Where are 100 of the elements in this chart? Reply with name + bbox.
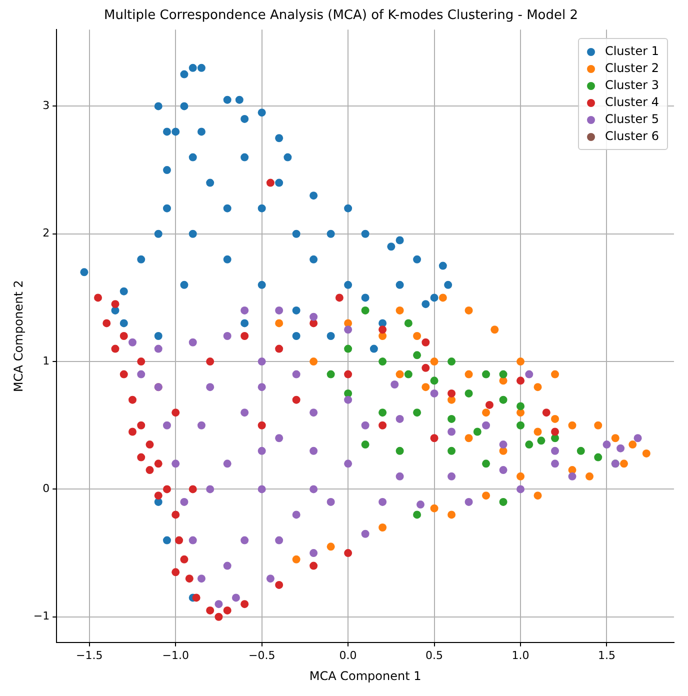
point [485,400,494,409]
point [154,492,162,500]
point [642,449,650,458]
point [413,510,422,519]
point [464,306,473,314]
point [396,306,404,314]
point [188,230,197,238]
point [464,434,473,442]
x-tick-label: 1.0 [512,648,530,662]
point [137,421,146,430]
point [516,376,525,385]
point [344,549,352,558]
point [172,568,180,576]
point [258,108,266,117]
point [310,562,318,570]
point [370,344,378,353]
point [448,389,456,398]
point [162,536,171,544]
point [162,204,171,212]
point [258,204,266,212]
point [534,492,542,500]
point [326,230,335,238]
point [444,280,452,289]
point [430,376,438,385]
point [120,287,128,296]
point [162,166,171,174]
point [344,370,352,378]
y-tick-label: 1 [42,354,50,368]
y-tick-label: −1 [33,610,50,623]
point [438,294,447,302]
point [310,358,318,366]
point [396,370,404,378]
point [128,396,136,404]
point [361,294,370,302]
point [585,472,594,480]
point [223,606,232,614]
point [206,358,214,366]
x-tick-label: −1.5 [76,648,103,662]
point [172,510,180,519]
chart-title: Multiple Correspondence Analysis (MCA) of K-modes Clustering - Model 2 [104,8,578,24]
point [180,102,188,110]
legend-label: Cluster 6 [604,128,659,145]
point [413,332,422,340]
point [482,370,490,378]
point [310,192,318,200]
point [111,300,120,308]
point [344,344,352,353]
point [120,319,128,328]
point [361,440,370,449]
point [611,434,620,442]
point [111,344,120,353]
point [448,396,456,404]
point [430,294,438,302]
point [422,364,430,372]
point [275,134,284,142]
point [448,414,456,423]
x-tick-label: −1.0 [162,648,189,662]
point [172,408,180,417]
point [102,319,111,328]
point [413,351,422,360]
point [240,114,249,123]
point [516,472,525,480]
point [438,262,447,270]
legend-label: Cluster 3 [604,77,659,94]
point [223,255,232,264]
point [482,408,490,417]
point [137,453,146,462]
point [275,344,284,353]
point [162,128,171,136]
point [185,574,194,583]
point [206,606,214,614]
point [516,358,525,366]
point [378,408,387,417]
point [206,178,214,187]
point [387,242,396,251]
point [292,332,300,340]
point [499,396,508,404]
point [344,280,352,289]
point [448,510,456,519]
point [154,332,162,340]
point [223,204,232,212]
point [192,594,200,602]
point [594,453,602,462]
point [172,128,180,136]
point [188,64,197,72]
point [137,255,146,264]
legend-label: Cluster 5 [604,111,659,128]
point [188,485,197,494]
point [551,428,560,436]
y-axis-title: MCA Component 2 [11,280,26,392]
point [326,370,335,378]
y-tick-label: 0 [42,482,50,496]
point [464,389,473,398]
point [175,536,184,544]
x-tick-label: 0.0 [339,648,357,662]
point [335,294,344,302]
legend-label: Cluster 1 [604,43,659,60]
legend-label: Cluster 4 [604,94,659,111]
point [120,332,128,340]
point [146,440,154,449]
